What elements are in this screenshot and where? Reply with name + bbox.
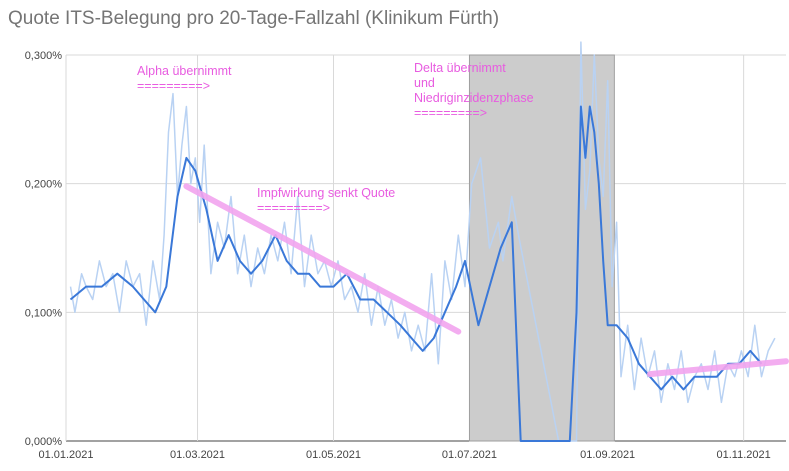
y-axis-ticks: 0,000% 0,100% 0,200% 0,300% <box>25 50 63 448</box>
x-axis-ticks: 01.01.2021 01.03.2021 01.05.2021 01.07.2021… <box>38 449 770 461</box>
x-tick-label: 01.01.2021 <box>38 449 93 461</box>
x-tick-label: 01.11.2021 <box>717 449 771 461</box>
annotation-line: Niedriginzidenzphase <box>414 91 534 105</box>
y-tick-label: 0,300% <box>25 50 63 62</box>
annotation-line: Alpha übernimmt <box>137 64 232 78</box>
y-tick-label: 0,100% <box>25 307 63 319</box>
annotation-line: Delta übernimmt <box>414 61 506 75</box>
annotations: Alpha übernimmt=========>Impfwirkung sen… <box>137 61 534 215</box>
y-tick-label: 0,200% <box>25 179 63 191</box>
chart-title: Quote ITS-Belegung pro 20-Tage-Fallzahl … <box>8 8 500 29</box>
trend-lines <box>183 183 789 378</box>
annotation-line: =========> <box>414 106 487 120</box>
annotation-line: =========> <box>257 201 330 215</box>
shaded-region <box>468 54 615 442</box>
annotation: Delta übernimmtundNiedriginzidenzphase==… <box>414 61 534 120</box>
x-tick-label: 01.03.2021 <box>170 449 225 461</box>
x-tick-label: 01.09.2021 <box>580 449 635 461</box>
shaded-period <box>468 54 615 442</box>
trend-line <box>183 183 462 335</box>
annotation: Impfwirkung senkt Quote=========> <box>257 186 395 215</box>
smoothed-series <box>69 105 763 442</box>
trend-line <box>647 358 789 378</box>
x-tick-label: 01.07.2021 <box>442 449 497 461</box>
series-line-smooth <box>69 105 763 442</box>
annotation-line: und <box>414 76 435 90</box>
y-tick-label: 0,000% <box>25 436 63 448</box>
x-tick-label: 01.05.2021 <box>306 449 361 461</box>
annotation-line: Impfwirkung senkt Quote <box>257 186 395 200</box>
annotation-line: =========> <box>137 79 210 93</box>
annotation: Alpha übernimmt=========> <box>137 64 232 93</box>
